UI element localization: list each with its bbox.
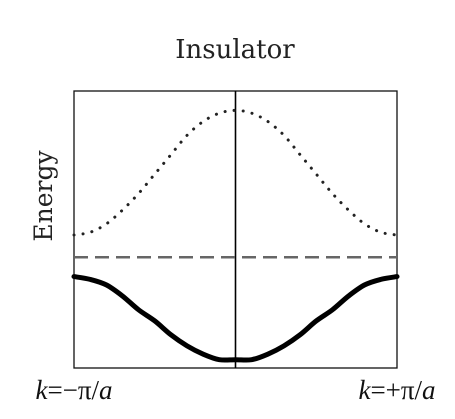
series-layer [71,108,400,363]
x-tick-labels: k=−π/a k=+π/a [35,375,435,405]
y-axis-label: Energy [29,150,58,242]
chart-title: Insulator [175,35,295,65]
band-dotted-line [72,108,399,237]
x-tick-label-left: k=−π/a [35,375,112,405]
band-solid-line [71,274,400,363]
x-tick-label-right: k=+π/a [358,375,435,405]
